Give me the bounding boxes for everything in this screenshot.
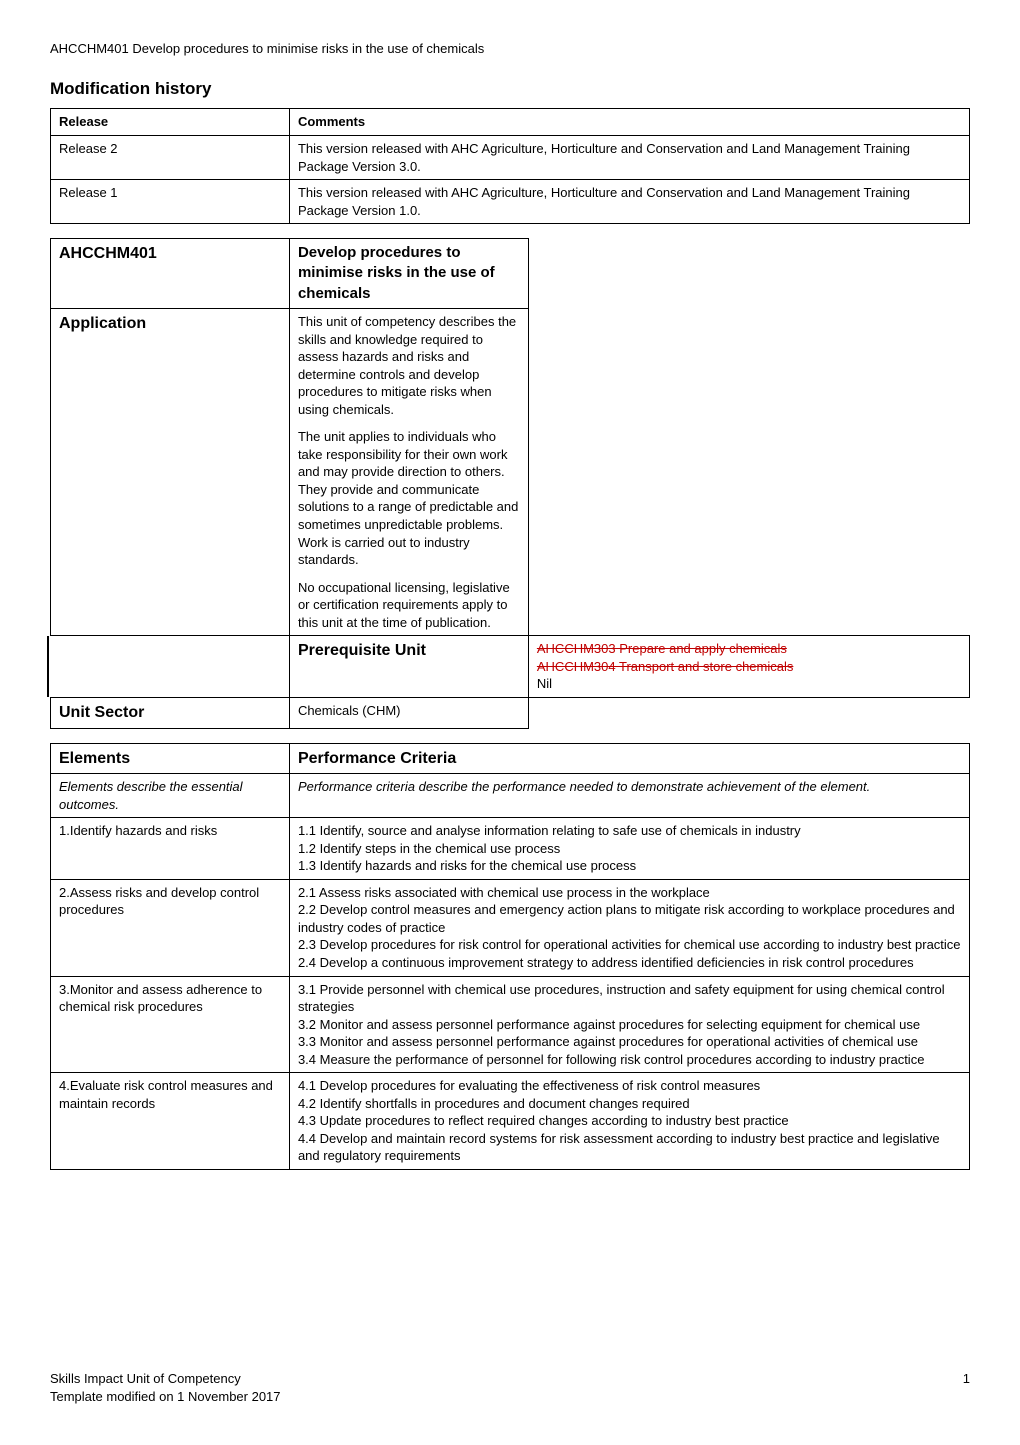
footer-left-line2: Template modified on 1 November 2017 xyxy=(50,1388,281,1406)
prereq-value: Nil xyxy=(537,675,961,693)
criteria-line: 1.1 Identify, source and analyse informa… xyxy=(298,822,961,840)
application-para: No occupational licensing, legislative o… xyxy=(298,579,520,632)
footer-left: Skills Impact Unit of Competency Templat… xyxy=(50,1370,281,1405)
application-para: The unit applies to individuals who take… xyxy=(298,428,520,568)
application-para: This unit of competency describes the sk… xyxy=(298,313,520,418)
criteria-line: 2.2 Develop control measures and emergen… xyxy=(298,901,961,936)
table-row: 4.Evaluate risk control measures and mai… xyxy=(51,1073,970,1170)
criteria-line: 2.3 Develop procedures for risk control … xyxy=(298,936,961,954)
mh-release-cell: Release 2 xyxy=(51,136,290,180)
mh-col-comments: Comments xyxy=(289,109,969,136)
criteria-line: 1.2 Identify steps in the chemical use p… xyxy=(298,840,961,858)
criteria-line: 3.2 Monitor and assess personnel perform… xyxy=(298,1016,961,1034)
criteria-line: 3.1 Provide personnel with chemical use … xyxy=(298,981,961,1016)
elements-desc: Elements describe the essential outcomes… xyxy=(51,774,290,818)
criteria-desc: Performance criteria describe the perfor… xyxy=(289,774,969,818)
unit-code-label: AHCCHM401 xyxy=(51,239,290,309)
criteria-line: 4.3 Update procedures to reflect require… xyxy=(298,1112,961,1130)
footer-page-number: 1 xyxy=(963,1370,970,1405)
prereq-strike-line: AHCCHM304 Transport and store chemicals xyxy=(537,658,961,676)
unit-sector-value: Chemicals (CHM) xyxy=(289,697,528,728)
criteria-line: 2.4 Develop a continuous improvement str… xyxy=(298,954,961,972)
criteria-cell: 2.1 Assess risks associated with chemica… xyxy=(289,879,969,976)
criteria-line: 4.4 Develop and maintain record systems … xyxy=(298,1130,961,1165)
prereq-text: AHCCHM303 Prepare and apply chemicals AH… xyxy=(528,636,969,698)
criteria-cell: 4.1 Develop procedures for evaluating th… xyxy=(289,1073,969,1170)
table-row: 3.Monitor and assess adherence to chemic… xyxy=(51,976,970,1073)
application-text: This unit of competency describes the sk… xyxy=(289,308,528,635)
page-footer: Skills Impact Unit of Competency Templat… xyxy=(50,1370,970,1405)
mh-col-release: Release xyxy=(51,109,290,136)
application-label: Application xyxy=(51,308,290,635)
criteria-line: 2.1 Assess risks associated with chemica… xyxy=(298,884,961,902)
table-row: Release 2 This version released with AHC… xyxy=(51,136,970,180)
elements-header: Elements xyxy=(51,743,290,774)
criteria-cell: 3.1 Provide personnel with chemical use … xyxy=(289,976,969,1073)
mh-comments-cell: This version released with AHC Agricultu… xyxy=(289,136,969,180)
element-cell: 4.Evaluate risk control measures and mai… xyxy=(51,1073,290,1170)
criteria-header: Performance Criteria xyxy=(289,743,969,774)
table-row: Release 1 This version released with AHC… xyxy=(51,180,970,224)
mod-history-heading: Modification history xyxy=(50,78,970,101)
footer-left-line1: Skills Impact Unit of Competency xyxy=(50,1370,281,1388)
elements-criteria-table: Elements Performance Criteria Elements d… xyxy=(50,743,970,1171)
prereq-strike-line: AHCCHM303 Prepare and apply chemicals xyxy=(537,640,961,658)
mh-release-cell: Release 1 xyxy=(51,180,290,224)
element-cell: 2.Assess risks and develop control proce… xyxy=(51,879,290,976)
table-row: 1.Identify hazards and risks 1.1 Identif… xyxy=(51,818,970,880)
table-row: 2.Assess risks and develop control proce… xyxy=(51,879,970,976)
criteria-line: 3.3 Monitor and assess personnel perform… xyxy=(298,1033,961,1051)
modification-history-table: Release Comments Release 2 This version … xyxy=(50,108,970,224)
unit-sector-label: Unit Sector xyxy=(51,697,290,728)
criteria-cell: 1.1 Identify, source and analyse informa… xyxy=(289,818,969,880)
page-header: AHCCHM401 Develop procedures to minimise… xyxy=(50,40,970,58)
criteria-line: 4.1 Develop procedures for evaluating th… xyxy=(298,1077,961,1095)
unit-title: Develop procedures to minimise risks in … xyxy=(289,239,528,309)
criteria-line: 1.3 Identify hazards and risks for the c… xyxy=(298,857,961,875)
criteria-line: 4.2 Identify shortfalls in procedures an… xyxy=(298,1095,961,1113)
prereq-label: Prerequisite Unit xyxy=(289,636,528,698)
criteria-line: 3.4 Measure the performance of personnel… xyxy=(298,1051,961,1069)
mh-comments-cell: This version released with AHC Agricultu… xyxy=(289,180,969,224)
element-cell: 1.Identify hazards and risks xyxy=(51,818,290,880)
unit-info-table: AHCCHM401 Develop procedures to minimise… xyxy=(50,238,970,728)
element-cell: 3.Monitor and assess adherence to chemic… xyxy=(51,976,290,1073)
